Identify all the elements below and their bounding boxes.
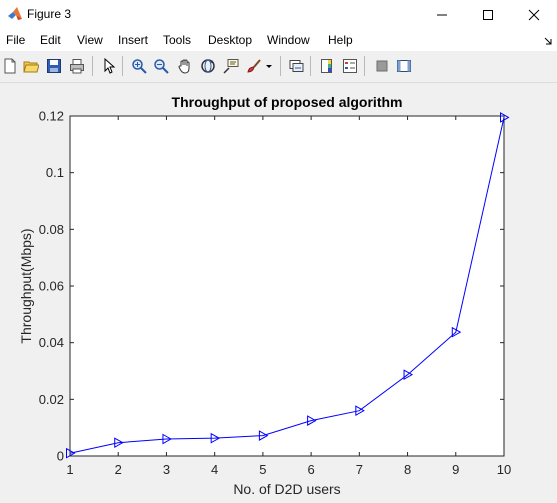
print-icon[interactable]	[67, 56, 87, 76]
title-bar[interactable]: Figure 3	[0, 0, 557, 29]
new-figure-icon[interactable]	[0, 56, 20, 76]
y-tick-label: 0.04	[39, 335, 64, 350]
brush-dropdown-icon[interactable]	[263, 56, 275, 76]
link-plot-icon[interactable]	[286, 56, 306, 76]
x-tick-label: 9	[452, 462, 459, 477]
minimize-icon	[437, 14, 447, 15]
axes-area[interactable]	[69, 115, 505, 457]
data-point-marker	[258, 430, 269, 441]
menu-desktop[interactable]: Desktop	[208, 33, 253, 47]
menu-window[interactable]: Window	[267, 33, 310, 47]
y-tick-label: 0.06	[39, 279, 64, 294]
data-point-marker	[500, 112, 510, 123]
chart-title: Throughput of proposed algorithm	[172, 94, 403, 110]
menu-bar: File Edit View Insert Tools Desktop Wind…	[0, 29, 557, 51]
window-title: Figure 3	[27, 7, 72, 21]
close-button[interactable]	[511, 0, 557, 29]
matlab-logo-icon	[7, 6, 23, 22]
series-line	[69, 117, 505, 454]
y-tick-label: 0.02	[39, 392, 64, 407]
maximize-button[interactable]	[465, 0, 511, 29]
y-tick-label: 0.12	[39, 109, 64, 124]
y-axis-label: Throughput(Mbps)	[18, 228, 34, 343]
x-axis-label: No. of D2D users	[233, 481, 340, 497]
menu-insert[interactable]: Insert	[118, 33, 149, 47]
menu-edit[interactable]: Edit	[40, 33, 61, 47]
toolbar-separator	[364, 56, 365, 76]
x-tick-label: 1	[66, 462, 73, 477]
series-markers	[66, 112, 510, 459]
edit-plot-arrow-icon[interactable]	[99, 56, 119, 76]
insert-legend-icon[interactable]	[340, 56, 360, 76]
minimize-button[interactable]	[419, 0, 465, 29]
data-point-marker	[403, 369, 414, 381]
close-icon	[528, 9, 540, 20]
x-axis-ticks: 1 2 3 4 5 6 7 8 9 10	[66, 116, 511, 477]
data-point-marker	[210, 432, 221, 444]
open-file-icon[interactable]	[21, 56, 41, 76]
toolbar-separator	[310, 56, 311, 76]
toolbar-separator	[280, 56, 281, 76]
y-tick-label: 0	[57, 449, 64, 464]
x-tick-label: 10	[497, 462, 511, 477]
insert-colorbar-icon[interactable]	[317, 56, 337, 76]
y-axis-ticks: 0 0.02 0.04 0.06 0.08 0.1 0.12	[39, 109, 504, 464]
maximize-icon	[483, 9, 493, 20]
y-tick-label: 0.1	[46, 165, 64, 180]
data-point-marker	[451, 326, 462, 338]
data-point-marker	[66, 447, 76, 459]
dock-figure-arrow-icon[interactable]	[543, 33, 553, 45]
brush-icon[interactable]	[244, 56, 264, 76]
x-tick-label: 5	[259, 462, 266, 477]
data-point-marker	[114, 437, 124, 449]
menu-tools[interactable]: Tools	[163, 33, 192, 47]
toolbar-separator	[122, 56, 123, 76]
data-point-marker	[355, 405, 365, 417]
save-icon[interactable]	[44, 56, 64, 76]
menu-file[interactable]: File	[6, 33, 26, 47]
x-tick-label: 2	[115, 462, 122, 477]
data-point-marker	[307, 415, 317, 426]
zoom-in-icon[interactable]	[129, 56, 149, 76]
data-cursor-icon[interactable]	[221, 56, 241, 76]
line-chart[interactable]: 1 2 3 4 5 6 7 8 9 10 0 0.02 0.04 0.06 0.08 0.1 0.12 Thr…	[0, 83, 557, 503]
y-tick-label: 0.08	[39, 222, 64, 237]
x-tick-label: 4	[211, 462, 218, 477]
pan-hand-icon[interactable]	[175, 56, 195, 76]
show-plot-tools-icon[interactable]	[394, 56, 414, 76]
hide-plot-tools-icon[interactable]	[372, 56, 392, 76]
zoom-out-icon[interactable]	[151, 56, 171, 76]
x-tick-label: 7	[356, 462, 363, 477]
data-point-marker	[162, 433, 172, 445]
menu-view[interactable]: View	[77, 33, 103, 47]
x-tick-label: 3	[163, 462, 170, 477]
x-tick-label: 6	[307, 462, 314, 477]
toolbar-separator	[92, 56, 93, 76]
x-tick-label: 8	[404, 462, 411, 477]
rotate-3d-icon[interactable]	[198, 56, 218, 76]
menu-help[interactable]: Help	[328, 33, 353, 47]
